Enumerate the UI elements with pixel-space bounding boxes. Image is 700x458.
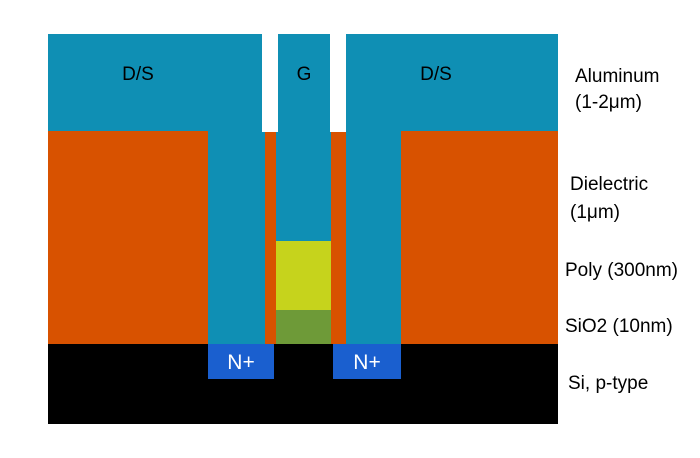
left-isolation-gap	[262, 34, 278, 132]
aluminum-label-line1: Aluminum	[575, 66, 659, 87]
gate-label: G	[297, 64, 312, 85]
gate-plug	[276, 128, 331, 241]
left-nplus-label: N+	[227, 351, 254, 374]
left-nplus-region	[208, 344, 274, 379]
aluminum-layer	[48, 34, 558, 131]
dielectric-label-line1: Dielectric	[570, 174, 648, 195]
aluminum-label-line2: (1-2μm)	[575, 92, 642, 113]
poly-label: Poly (300nm)	[565, 260, 678, 281]
poly-gate	[276, 241, 331, 310]
right-nplus-label: N+	[353, 351, 380, 374]
dielectric-label-line2: (1μm)	[570, 202, 620, 223]
silicon-label: Si, p-type	[568, 373, 648, 394]
left-ds-plug	[208, 128, 265, 346]
sio2-label: SiO2 (10nm)	[565, 316, 673, 337]
gate-oxide	[276, 310, 331, 346]
silicon-substrate	[48, 344, 558, 424]
left-ds-label: D/S	[122, 64, 154, 85]
right-isolation-gap	[330, 34, 346, 132]
right-ds-label: D/S	[420, 64, 452, 85]
right-nplus-region	[333, 344, 401, 379]
right-ds-plug	[346, 128, 401, 346]
